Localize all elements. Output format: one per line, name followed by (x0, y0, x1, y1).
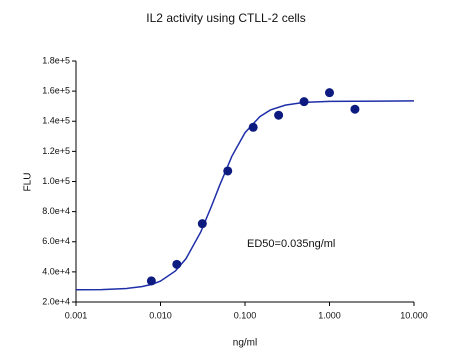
fit-curve (75, 100, 415, 291)
data-point (197, 219, 207, 229)
data-point (223, 166, 233, 176)
data-point (350, 104, 360, 114)
y-tick-label: 1.2e+5 (42, 146, 70, 156)
y-tick-label: 8.0e+4 (42, 206, 70, 216)
data-point (248, 122, 258, 132)
x-tick-label: 0.100 (234, 310, 257, 320)
data-point (299, 97, 309, 107)
data-point (325, 88, 334, 98)
x-tick-label: 0.001 (65, 310, 88, 320)
y-tick-label: 2.0e+4 (42, 296, 70, 306)
y-axis-label: FLU (23, 173, 34, 192)
data-point (146, 276, 156, 286)
chart-title: IL2 activity using CTLL-2 cells (146, 11, 305, 25)
y-tick-label: 4.0e+4 (42, 266, 70, 276)
y-tick-label: 6.0e+4 (42, 236, 70, 246)
data-point (172, 259, 182, 269)
x-tick-label: 10.000 (400, 310, 428, 320)
y-tick-label: 1.0e+5 (42, 176, 70, 186)
x-tick-label: 0.010 (149, 310, 172, 320)
x-axis-label: ng/ml (233, 338, 257, 349)
y-tick-label: 1.4e+5 (42, 116, 70, 126)
y-tick-label: 1.6e+5 (42, 86, 70, 96)
annotation: ED50=0.035ng/ml (247, 238, 335, 250)
x-tick-label: 1.000 (318, 310, 341, 320)
data-point (274, 110, 284, 120)
y-tick-label: 1.8e+5 (42, 55, 70, 65)
